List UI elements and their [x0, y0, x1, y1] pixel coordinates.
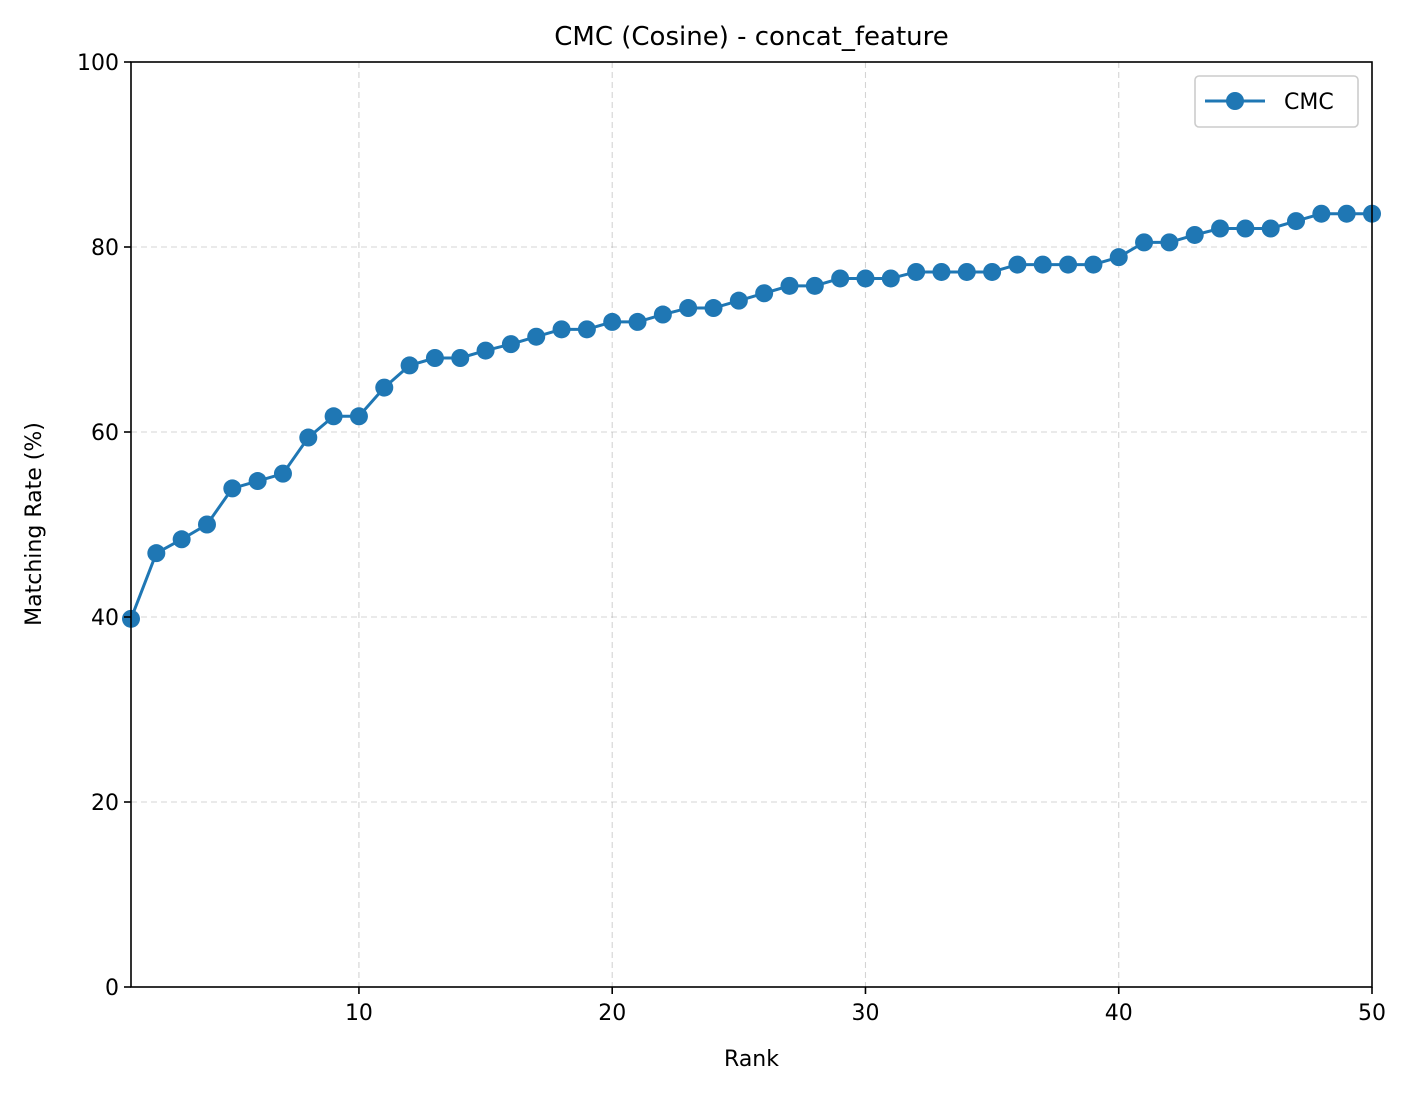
legend: CMC	[1194, 75, 1359, 128]
data-point	[603, 312, 622, 331]
y-axis-label: Matching Rate (%)	[22, 422, 47, 626]
chart-title: CMC (Cosine) - concat_feature	[554, 22, 948, 52]
legend-label-cmc: CMC	[1284, 90, 1334, 115]
x-tick-label: 40	[1105, 1001, 1133, 1026]
data-point	[780, 276, 799, 295]
data-point	[983, 262, 1002, 281]
data-point	[172, 530, 191, 549]
data-point	[957, 262, 976, 281]
y-tick-label: 40	[91, 606, 119, 631]
data-point	[1312, 204, 1331, 223]
data-point	[1160, 233, 1179, 252]
data-point	[805, 276, 824, 295]
data-point	[1185, 225, 1204, 244]
data-point	[197, 515, 216, 534]
data-point	[147, 544, 166, 563]
y-tick-label: 20	[91, 791, 119, 816]
x-tick-label: 10	[345, 1001, 373, 1026]
data-point	[932, 262, 951, 281]
data-point	[451, 349, 470, 367]
data-point	[425, 349, 444, 367]
data-point	[501, 335, 520, 354]
data-point	[704, 299, 723, 318]
data-point	[299, 428, 318, 447]
data-point	[1287, 212, 1306, 231]
data-point	[1135, 233, 1154, 252]
x-tick-label: 50	[1358, 1001, 1386, 1026]
legend-box	[1194, 75, 1359, 128]
data-point	[577, 320, 596, 339]
grid-layer	[131, 61, 1373, 988]
y-tick-label: 60	[91, 421, 119, 446]
data-point	[1109, 248, 1128, 267]
data-point	[755, 284, 774, 303]
data-point	[881, 269, 900, 288]
x-tick-label: 20	[598, 1001, 626, 1026]
y-tick-label: 80	[91, 236, 119, 261]
series-line-cmc	[129, 212, 1372, 620]
data-point	[349, 407, 368, 426]
data-point	[1059, 255, 1078, 274]
x-axis-label: Rank	[724, 1047, 779, 1072]
x-tick-label: 30	[851, 1001, 879, 1026]
data-point	[831, 269, 850, 288]
data-point	[248, 472, 267, 491]
tick-layer: 10 20 30 40 50 0 20 40 60 80 100	[77, 51, 1386, 1026]
data-point	[907, 262, 926, 281]
y-tick-label: 0	[105, 976, 119, 1001]
data-point	[628, 312, 647, 331]
data-point	[1084, 255, 1103, 274]
data-point	[1008, 255, 1027, 274]
data-point	[729, 291, 748, 310]
series-layer	[122, 204, 1381, 628]
y-tick-label: 100	[77, 51, 119, 76]
data-point	[527, 327, 546, 346]
data-point	[679, 299, 698, 318]
data-point	[856, 269, 875, 288]
data-point	[273, 464, 292, 483]
data-point	[1211, 219, 1230, 238]
data-point	[375, 378, 394, 397]
legend-marker-swatch	[1226, 92, 1244, 110]
data-point	[400, 356, 419, 375]
data-point	[1033, 255, 1052, 274]
data-point	[1261, 219, 1280, 238]
data-point	[1236, 219, 1255, 238]
data-point	[653, 305, 672, 324]
data-point	[552, 320, 571, 339]
data-point	[1337, 204, 1356, 223]
plot-frame	[130, 61, 1373, 988]
data-point	[223, 479, 242, 498]
data-point	[476, 341, 495, 360]
data-point	[324, 407, 343, 426]
